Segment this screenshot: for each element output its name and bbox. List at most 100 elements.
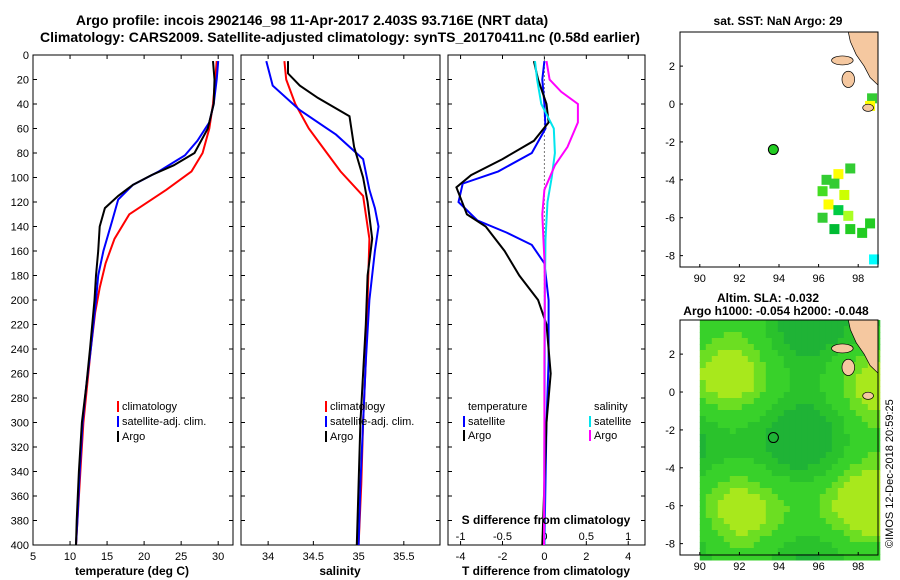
- sla-cell: [723, 362, 731, 369]
- sla-cell: [753, 464, 761, 471]
- sla-cell: [837, 470, 845, 477]
- sla-cell: [717, 398, 725, 405]
- sla-cell: [825, 338, 833, 345]
- sla-cell: [777, 452, 785, 459]
- sla-cell: [807, 530, 815, 537]
- sla-cell: [729, 506, 737, 513]
- legend-label: Argo: [594, 430, 617, 442]
- sla-cell: [801, 542, 809, 549]
- sla-cell: [819, 380, 827, 387]
- sla-cell: [831, 368, 839, 375]
- sla-cell: [843, 536, 851, 543]
- sla-cell: [819, 374, 827, 381]
- sla-cell: [801, 428, 809, 435]
- sla-cell: [765, 500, 773, 507]
- sla-cell: [747, 434, 755, 441]
- sla-cell: [711, 392, 719, 399]
- sla-cell: [735, 536, 743, 543]
- sla-cell: [765, 518, 773, 525]
- sla-cell: [831, 440, 839, 447]
- sla-cell: [801, 458, 809, 465]
- sla-cell: [765, 338, 773, 345]
- sla-cell: [801, 440, 809, 447]
- sla-cell: [741, 362, 749, 369]
- sla-cell: [801, 338, 809, 345]
- sla-cell: [711, 350, 719, 357]
- sla-cell: [723, 506, 731, 513]
- sla-cell: [795, 482, 803, 489]
- sla-cell: [837, 524, 845, 531]
- sla-cell: [777, 398, 785, 405]
- sla-cell: [783, 554, 791, 561]
- sla-cell: [699, 410, 707, 417]
- sla-cell: [843, 440, 851, 447]
- sla-cell: [855, 350, 863, 357]
- sla-cell: [807, 356, 815, 363]
- sla-cell: [735, 380, 743, 387]
- sla-cell: [723, 482, 731, 489]
- sla-cell: [717, 458, 725, 465]
- sla-cell: [819, 524, 827, 531]
- sla-cell: [783, 416, 791, 423]
- sla-cell: [783, 350, 791, 357]
- sla-cell: [747, 554, 755, 561]
- map-xtick-label: 98: [852, 273, 864, 285]
- map-xtick-label: 90: [694, 561, 706, 573]
- sla-cell: [759, 344, 767, 351]
- sla-cell: [717, 338, 725, 345]
- p1-xtick-label: 20: [138, 551, 150, 563]
- sla-cell: [843, 386, 851, 393]
- sla-cell: [783, 338, 791, 345]
- sla-cell: [741, 374, 749, 381]
- sla-cell: [861, 494, 869, 501]
- sla-cell: [789, 374, 797, 381]
- sla-cell: [699, 476, 707, 483]
- sla-cell: [813, 338, 821, 345]
- sla-cell: [801, 518, 809, 525]
- sla-cell: [729, 482, 737, 489]
- sla-cell: [855, 434, 863, 441]
- sla-cell: [735, 488, 743, 495]
- sla-cell: [873, 404, 881, 411]
- sla-cell: [777, 320, 785, 327]
- sla-cell: [861, 458, 869, 465]
- sla-cell: [741, 422, 749, 429]
- sla-cell: [807, 374, 815, 381]
- sla-cell: [783, 368, 791, 375]
- sla-cell: [717, 524, 725, 531]
- sla-cell: [711, 362, 719, 369]
- sla-cell: [705, 470, 713, 477]
- sla-cell: [753, 344, 761, 351]
- p1-xtick-label: 15: [101, 551, 113, 563]
- map-ytick-label: -8: [665, 251, 675, 263]
- sla-cell: [801, 530, 809, 537]
- sla-cell: [759, 494, 767, 501]
- sla-cell: [705, 362, 713, 369]
- sla-cell: [747, 458, 755, 465]
- sla-cell: [849, 536, 857, 543]
- sla-cell: [729, 494, 737, 501]
- sla-cell: [753, 524, 761, 531]
- sla-cell: [717, 554, 725, 561]
- sla-cell: [699, 530, 707, 537]
- sla-cell: [759, 452, 767, 459]
- sla-cell: [759, 482, 767, 489]
- sla-cell: [783, 434, 791, 441]
- sla-cell: [837, 404, 845, 411]
- p2-xtick-label: 35.5: [393, 551, 414, 563]
- sla-cell: [711, 326, 719, 333]
- sla-cell: [795, 548, 803, 555]
- sla-cell: [783, 548, 791, 555]
- sla-cell: [771, 386, 779, 393]
- legend-label: Argo: [122, 431, 145, 443]
- legend-label: Argo: [330, 431, 353, 443]
- island: [841, 70, 855, 88]
- sla-cell: [837, 416, 845, 423]
- sla-cell: [723, 392, 731, 399]
- depth-tick-label: 220: [11, 320, 29, 332]
- sla-cell: [873, 422, 881, 429]
- sla-cell: [771, 488, 779, 495]
- sla-cell: [735, 362, 743, 369]
- sla-cell: [705, 332, 713, 339]
- sla-cell: [825, 470, 833, 477]
